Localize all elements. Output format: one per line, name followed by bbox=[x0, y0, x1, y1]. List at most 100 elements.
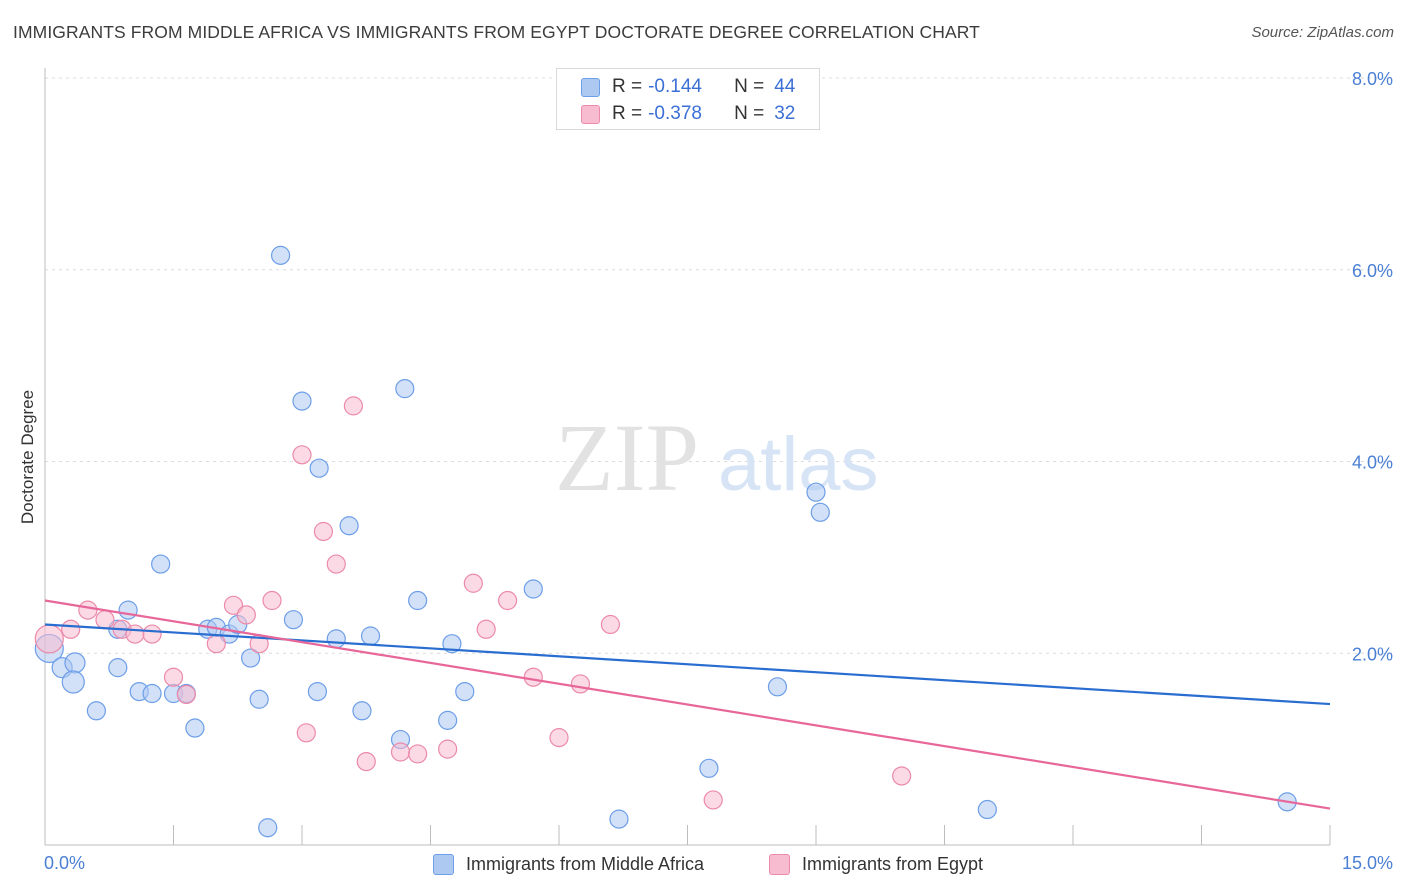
r-value: -0.144 bbox=[648, 76, 702, 97]
axes bbox=[44, 68, 1331, 846]
point-middle-africa bbox=[442, 634, 462, 654]
n-label: N = bbox=[734, 76, 765, 97]
trend-line-egypt bbox=[44, 599, 1331, 810]
point-middle-africa bbox=[806, 482, 826, 502]
point-middle-africa bbox=[292, 391, 312, 411]
n-label: N = bbox=[734, 103, 765, 124]
grid-lines bbox=[45, 77, 1392, 654]
point-egypt bbox=[892, 766, 912, 786]
point-middle-africa bbox=[523, 579, 543, 599]
point-egypt bbox=[549, 728, 569, 748]
point-egypt bbox=[356, 751, 376, 772]
point-egypt bbox=[262, 590, 282, 611]
trend-line-middle-africa bbox=[44, 623, 1331, 706]
point-egypt bbox=[206, 634, 226, 654]
point-middle-africa bbox=[699, 758, 719, 778]
legend-swatch-egypt bbox=[581, 104, 600, 124]
chart-title: IMMIGRANTS FROM MIDDLE AFRICA VS IMMIGRA… bbox=[13, 22, 980, 42]
point-egypt bbox=[343, 396, 363, 416]
series-middle-africa-points bbox=[34, 245, 1297, 838]
legend-label-middle-africa: Immigrants from Middle Africa bbox=[466, 853, 705, 874]
point-middle-africa bbox=[767, 677, 788, 697]
stats-row-egypt: R = -0.378 N = 32 bbox=[581, 102, 795, 126]
point-middle-africa bbox=[241, 648, 261, 668]
point-middle-africa bbox=[309, 458, 329, 478]
point-egypt bbox=[438, 739, 458, 759]
point-middle-africa bbox=[108, 658, 128, 678]
point-egypt bbox=[223, 595, 244, 615]
point-egypt bbox=[408, 744, 428, 764]
r-value: -0.378 bbox=[648, 103, 702, 124]
legend-swatch-egypt bbox=[769, 853, 790, 875]
point-middle-africa bbox=[810, 502, 830, 522]
point-egypt bbox=[296, 723, 316, 743]
point-egypt bbox=[78, 600, 98, 620]
tick-labels: 2.0% 4.0% 6.0% 8.0% 0.0% 15.0% bbox=[44, 69, 1393, 873]
stats-row-middle-africa: R = -0.144 N = 44 bbox=[581, 75, 795, 99]
point-middle-africa bbox=[249, 689, 269, 709]
y-tick-label: 6.0% bbox=[1352, 261, 1393, 281]
point-egypt bbox=[570, 674, 591, 694]
stats-legend: R = -0.144 N = 44 R = -0.378 N = 32 bbox=[556, 68, 820, 130]
legend-swatch-middle-africa bbox=[433, 853, 454, 875]
point-middle-africa bbox=[438, 710, 458, 730]
point-egypt bbox=[292, 445, 312, 465]
point-egypt bbox=[476, 619, 496, 639]
n-value: 44 bbox=[774, 76, 796, 97]
point-egypt bbox=[498, 590, 518, 611]
point-middle-africa bbox=[270, 245, 291, 265]
point-middle-africa bbox=[360, 626, 381, 646]
point-middle-africa bbox=[86, 701, 107, 721]
point-middle-africa bbox=[339, 516, 359, 536]
point-middle-africa bbox=[977, 799, 997, 820]
r-label: R = bbox=[612, 76, 643, 97]
point-middle-africa bbox=[326, 629, 346, 649]
point-egypt bbox=[326, 554, 346, 574]
point-egypt bbox=[523, 667, 543, 687]
point-middle-africa bbox=[185, 718, 205, 738]
point-middle-africa bbox=[118, 600, 138, 620]
point-middle-africa bbox=[283, 610, 304, 630]
point-egypt bbox=[463, 573, 483, 593]
point-middle-africa bbox=[307, 681, 328, 702]
point-egypt bbox=[313, 521, 334, 542]
legend-label-egypt: Immigrants from Egypt bbox=[802, 853, 984, 874]
watermark-zip: ZIP bbox=[555, 404, 699, 511]
r-label: R = bbox=[612, 103, 643, 124]
point-egypt bbox=[34, 624, 64, 654]
point-middle-africa bbox=[142, 683, 162, 704]
y-tick-label: 8.0% bbox=[1352, 69, 1393, 89]
legend-item-egypt[interactable]: Immigrants from Egypt bbox=[769, 851, 983, 877]
point-middle-africa bbox=[395, 379, 415, 399]
trend-lines bbox=[44, 599, 1331, 810]
source-label: Source: ZipAtlas.com bbox=[1251, 24, 1394, 41]
n-value: 32 bbox=[774, 103, 796, 124]
point-egypt bbox=[142, 624, 162, 644]
point-egypt bbox=[390, 742, 411, 762]
watermark: ZIP atlas bbox=[555, 404, 879, 511]
point-egypt bbox=[236, 605, 256, 625]
y-axis-label: Doctorate Degree bbox=[18, 389, 37, 525]
point-middle-africa bbox=[64, 652, 86, 674]
y-tick-label: 2.0% bbox=[1352, 644, 1393, 664]
point-egypt bbox=[95, 610, 115, 630]
legend-item-middle-africa[interactable]: Immigrants from Middle Africa bbox=[433, 851, 704, 877]
point-egypt bbox=[600, 614, 621, 635]
point-middle-africa bbox=[151, 554, 171, 574]
watermark-atlas: atlas bbox=[718, 422, 879, 507]
y-tick-label: 4.0% bbox=[1352, 453, 1393, 473]
point-egypt bbox=[61, 619, 81, 639]
legend-swatch-middle-africa bbox=[581, 77, 600, 97]
x-tick-label: 0.0% bbox=[44, 853, 85, 873]
point-middle-africa bbox=[352, 701, 372, 721]
point-middle-africa bbox=[258, 818, 278, 838]
point-middle-africa bbox=[609, 809, 629, 829]
point-egypt bbox=[125, 624, 145, 644]
point-middle-africa bbox=[408, 590, 428, 611]
point-egypt bbox=[163, 667, 184, 687]
point-egypt bbox=[703, 790, 723, 810]
point-middle-africa bbox=[455, 681, 475, 702]
point-egypt bbox=[176, 684, 196, 705]
x-tick-label: 15.0% bbox=[1342, 853, 1393, 873]
